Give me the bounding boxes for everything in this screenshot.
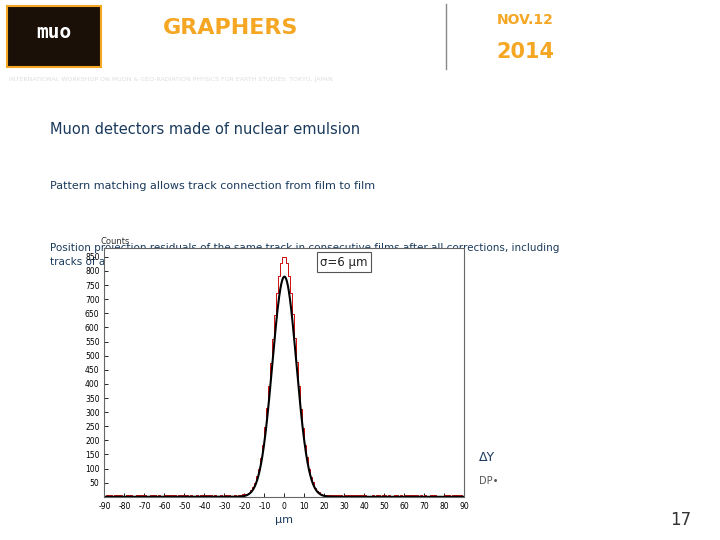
Text: Muon detectors made of nuclear emulsion: Muon detectors made of nuclear emulsion	[50, 122, 361, 137]
FancyBboxPatch shape	[7, 6, 101, 67]
Text: Pattern matching allows track connection from film to film: Pattern matching allows track connection…	[50, 180, 376, 191]
Text: σ=6 μm: σ=6 μm	[320, 256, 368, 269]
Text: Position projection residuals of the same track in consecutive films after all c: Position projection residuals of the sam…	[50, 244, 559, 267]
Text: GRAPHERS: GRAPHERS	[163, 18, 298, 38]
Text: INTERNATIONAL WORKSHOP ON MUON & GEO-RADIATION PHYSICS FOR EARTH STUDIES: TOKYO,: INTERNATIONAL WORKSHOP ON MUON & GEO-RAD…	[9, 77, 333, 82]
Text: ΔY: ΔY	[479, 451, 495, 464]
Text: DP•: DP•	[479, 476, 498, 486]
Text: 2014: 2014	[497, 43, 554, 63]
X-axis label: μm: μm	[276, 515, 294, 525]
Text: 17: 17	[670, 511, 691, 529]
Text: Counts: Counts	[101, 237, 130, 246]
Text: muo: muo	[37, 23, 71, 42]
Text: NOV.12: NOV.12	[498, 14, 554, 28]
